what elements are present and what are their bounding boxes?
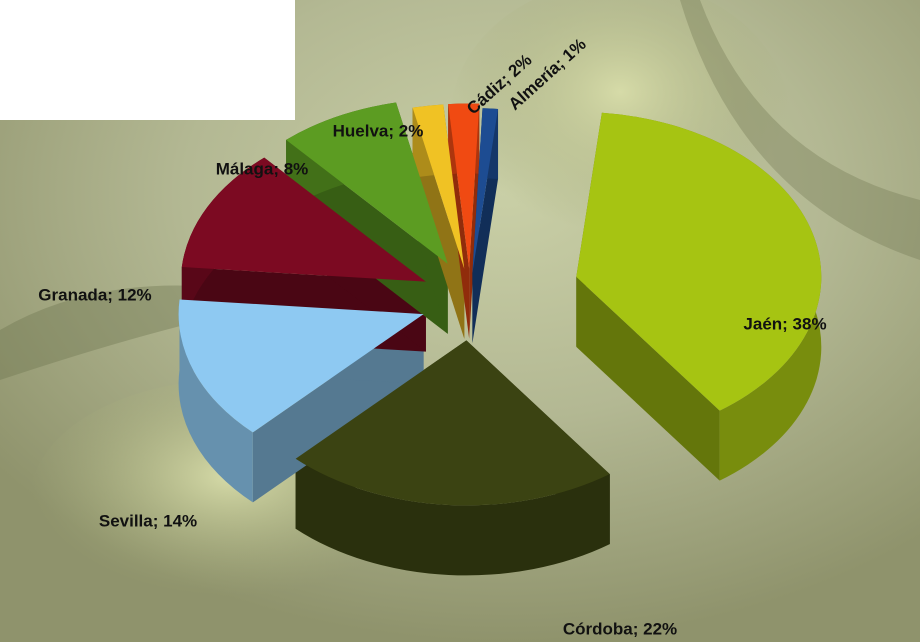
- background-leaf: [680, 0, 920, 260]
- data-label: Granada; 12%: [38, 285, 151, 304]
- white-box: [0, 0, 295, 120]
- pie-slice: [412, 104, 465, 269]
- data-label: Córdoba; 22%: [563, 619, 677, 638]
- pie-slice: [448, 103, 480, 269]
- pie-slice: [178, 299, 424, 433]
- data-label: Jaén; 38%: [743, 314, 826, 333]
- pie-slice: [576, 112, 822, 411]
- pie-slice: [286, 102, 448, 264]
- data-label: Málaga; 8%: [216, 159, 309, 178]
- slice-side: [576, 276, 720, 481]
- slice-tops: [178, 102, 822, 506]
- slice-side: [295, 458, 610, 576]
- slice-side: [178, 299, 253, 503]
- pie-slice: [295, 340, 610, 506]
- data-label: Sevilla; 14%: [99, 511, 197, 530]
- pie-slice: [472, 108, 499, 274]
- data-label: Huelva; 2%: [333, 121, 424, 140]
- pie-slice: [181, 157, 426, 282]
